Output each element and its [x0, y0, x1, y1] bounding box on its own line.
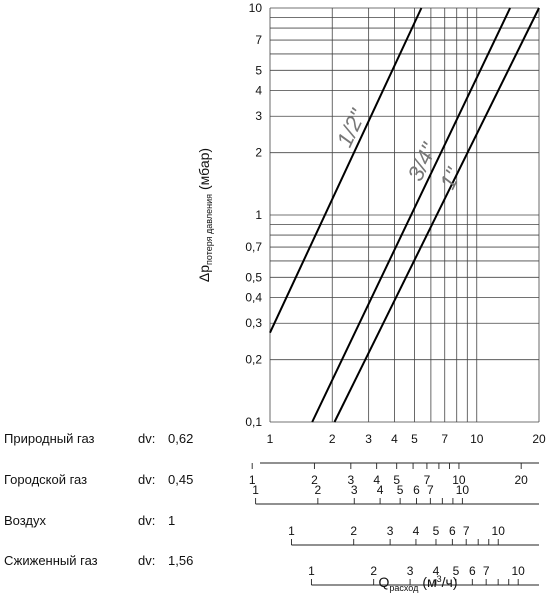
grid-lines [269, 7, 540, 423]
y-tick-label: 0,3 [245, 316, 262, 330]
gas-scale-tick-label: 4 [433, 564, 440, 578]
y-tick-label: 0,1 [245, 415, 262, 429]
series-line [311, 7, 512, 423]
y-tick-label: 5 [255, 63, 262, 77]
series-line [269, 7, 423, 334]
gas-scale-tick-label: 1 [249, 473, 256, 487]
y-tick-label: 1 [255, 208, 262, 222]
gas-scale-tick-label: 2 [350, 524, 357, 538]
curve-labels: 1/2"3/4"1" [332, 104, 467, 193]
gas-dv-value: 0,62 [168, 431, 193, 446]
axis-titles: Δpпотеря давления(мбар) Qрасход (м3/ч) [196, 148, 458, 593]
x-axis-title: Qрасход (м3/ч) [378, 574, 457, 593]
x-tick-label: 5 [411, 432, 418, 446]
series-label: 1" [435, 163, 467, 193]
x-tick-label: 2 [329, 432, 336, 446]
gas-dv-value: 0,45 [168, 472, 193, 487]
y-tick-label: 7 [255, 33, 262, 47]
gas-name: Воздух [4, 513, 47, 528]
gas-scale-tick-label: 4 [413, 524, 420, 538]
gas-dv-label: dv: [138, 513, 155, 528]
x-tick-label: 7 [441, 432, 448, 446]
gas-scale-tick-label: 3 [387, 524, 394, 538]
gas-scale-tick-label: 6 [413, 483, 420, 497]
x-axis-title-sub: расход [389, 583, 419, 593]
gas-dv-label: dv: [138, 431, 155, 446]
x-tick-label: 20 [532, 432, 546, 446]
gas-scale-tick-label: 4 [373, 473, 380, 487]
gas-scale-tick-label: 2 [370, 564, 377, 578]
gas-scale-tick-label: 10 [492, 524, 506, 538]
gas-scale-tick-label: 3 [347, 473, 354, 487]
gas-scale-tick-label: 10 [512, 564, 526, 578]
x-axis-ticks: 1 2 3 4 5 7 10 20 [267, 432, 546, 446]
gas-scale-tick-label: 10 [452, 473, 466, 487]
gas-scale-tick-label: 4 [377, 483, 384, 497]
y-tick-label: 3 [255, 109, 262, 123]
gas-scale-tick-label: 6 [449, 524, 456, 538]
gas-scale-tick-label: 5 [393, 473, 400, 487]
gas-scale-tick-label: 7 [427, 483, 434, 497]
gas-dv-value: 1,56 [168, 553, 193, 568]
y-tick-label: 0,7 [245, 240, 262, 254]
gas-dv-label: dv: [138, 472, 155, 487]
x-tick-label: 10 [470, 432, 484, 446]
y-axis-ticks: 0,1 0,2 0,3 0,4 0,5 0,7 1 2 3 4 5 7 10 [245, 1, 262, 429]
series-lines [269, 7, 540, 423]
gas-scale-tick-label: 2 [311, 473, 318, 487]
gas-scale-tick-label: 3 [351, 483, 358, 497]
gas-dv-value: 1 [168, 513, 175, 528]
gas-scale-tick-label: 3 [407, 564, 414, 578]
y-tick-label: 0,4 [245, 290, 262, 304]
y-axis-title-unit: (мбар) [196, 148, 212, 190]
y-tick-label: 0,2 [245, 353, 262, 367]
gas-scales: Природный газ dv: 0,62 Городской газ dv: 0,45… [4, 431, 539, 586]
gas-scale-tick-label: 1 [252, 483, 259, 497]
y-tick-label: 0,5 [245, 270, 262, 284]
x-axis-title-unit-suffix: /ч) [442, 574, 458, 590]
y-tick-label: 10 [249, 1, 263, 15]
gas-name: Сжиженный газ [4, 553, 98, 568]
y-axis-title: Δpпотеря давления (мбар) [196, 148, 214, 282]
gas-scale-tick-label: 7 [463, 524, 470, 538]
gas-scale-tick-label: 20 [515, 473, 529, 487]
gas-name: Городской газ [4, 472, 87, 487]
y-axis-title-sub: потеря давления [204, 194, 214, 265]
gas-scale-tick-label: 2 [315, 483, 322, 497]
gas-name: Природный газ [4, 431, 95, 446]
gas-scale-tick-label: 5 [433, 524, 440, 538]
x-axis-title-main: Q [378, 574, 389, 590]
gas-scale-tick-label: 7 [424, 473, 431, 487]
gas-scale-tick-label: 6 [469, 564, 476, 578]
y-tick-label: 2 [255, 146, 262, 160]
gas-scale-tick-label: 7 [483, 564, 490, 578]
gas-scale-tick-label: 10 [456, 483, 470, 497]
x-axis-title-unit-prefix: (м [422, 574, 436, 590]
x-tick-label: 4 [391, 432, 398, 446]
series-line [333, 7, 540, 423]
gas-dv-label: dv: [138, 553, 155, 568]
gas-scale-tick-label: 1 [308, 564, 315, 578]
gas-scale-tick-label: 5 [397, 483, 404, 497]
x-tick-label: 3 [365, 432, 372, 446]
x-axis-title-unit-sup: 3 [437, 574, 442, 584]
y-tick-label: 4 [255, 83, 262, 97]
gas-scale-tick-label: 5 [453, 564, 460, 578]
series-label: 1/2" [332, 104, 371, 150]
gas-scale-tick-label: 1 [288, 524, 295, 538]
x-tick-label: 1 [267, 432, 274, 446]
y-axis-title-main: Δp [196, 265, 212, 282]
